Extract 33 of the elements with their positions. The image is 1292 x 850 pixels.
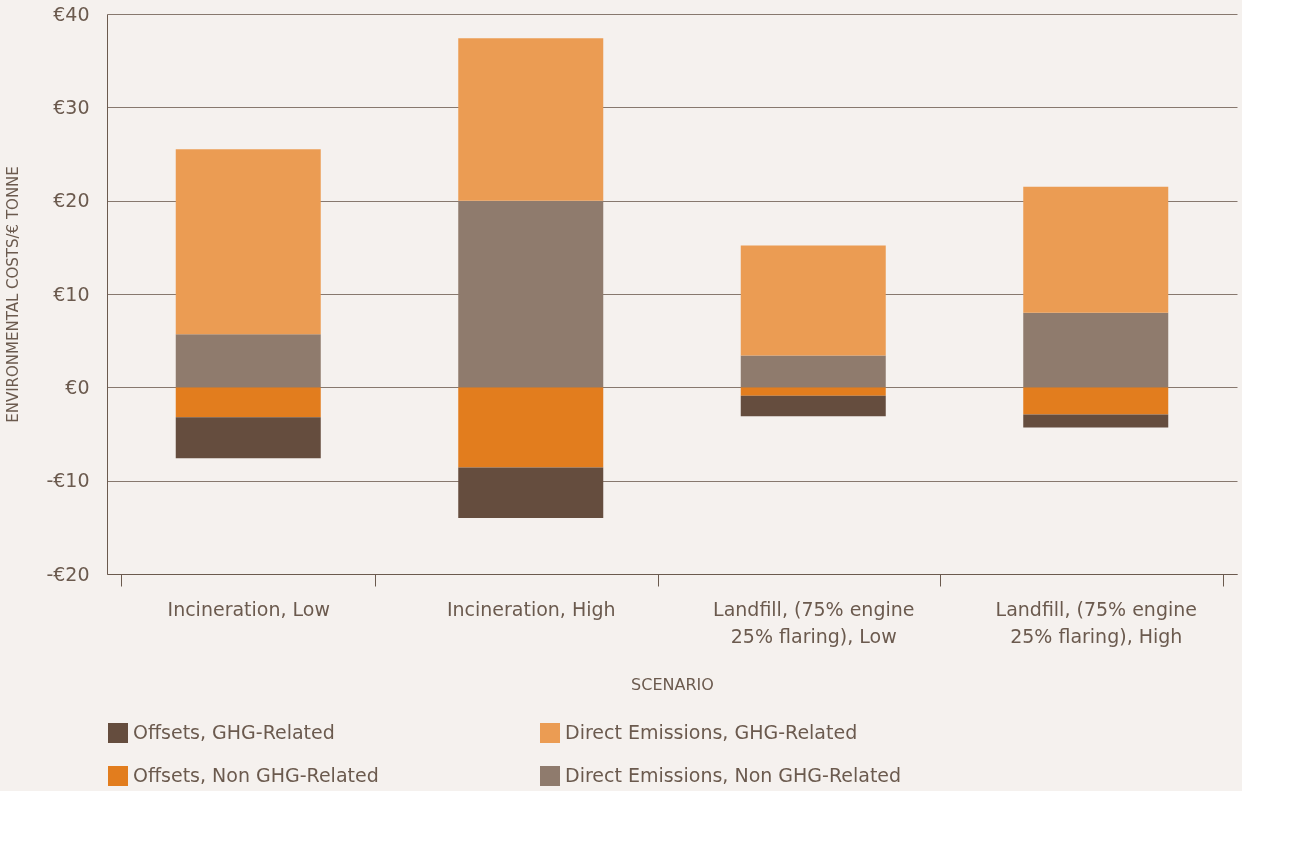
bar xyxy=(1023,186,1169,313)
y-tick-label: -€10 xyxy=(46,469,90,492)
bar xyxy=(175,334,321,388)
legend-label: Direct Emissions, Non GHG-Related xyxy=(565,764,902,786)
x-tick-label: Incineration, Low xyxy=(167,597,330,620)
bar xyxy=(740,355,886,388)
x-tick-label: Landfill, (75% engine 25% flaring), Low xyxy=(713,597,915,647)
bar xyxy=(1023,312,1169,388)
legend-label: Direct Emissions, GHG-Related xyxy=(565,721,858,743)
y-tick-label: €40 xyxy=(53,2,90,25)
bar xyxy=(1023,387,1169,415)
y-tick-label: €30 xyxy=(53,95,90,118)
bar xyxy=(458,38,604,201)
y-tick-label: -€20 xyxy=(46,562,90,585)
bar xyxy=(1023,414,1169,428)
y-tick-label: €20 xyxy=(53,189,90,212)
y-tick-label: €0 xyxy=(65,375,90,398)
bar xyxy=(740,395,886,417)
bar xyxy=(458,387,604,468)
bar xyxy=(740,245,886,356)
x-tick-label: Incineration, High xyxy=(446,597,616,620)
y-axis-title: ENVIRONMENTAL COSTS/€ TONNE xyxy=(4,166,23,423)
x-axis-title: SCENARIO xyxy=(631,674,714,694)
bar xyxy=(458,467,604,518)
bar xyxy=(740,387,886,396)
bar xyxy=(175,387,321,418)
bar xyxy=(458,200,604,388)
legend-label: Offsets, GHG-Related xyxy=(133,721,335,743)
bar xyxy=(175,417,321,459)
legend-label: Offsets, Non GHG-Related xyxy=(133,764,379,786)
bar xyxy=(175,149,321,335)
y-tick-label: €10 xyxy=(53,282,90,305)
x-tick-label: Landfill, (75% engine 25% flaring), High xyxy=(995,597,1197,647)
